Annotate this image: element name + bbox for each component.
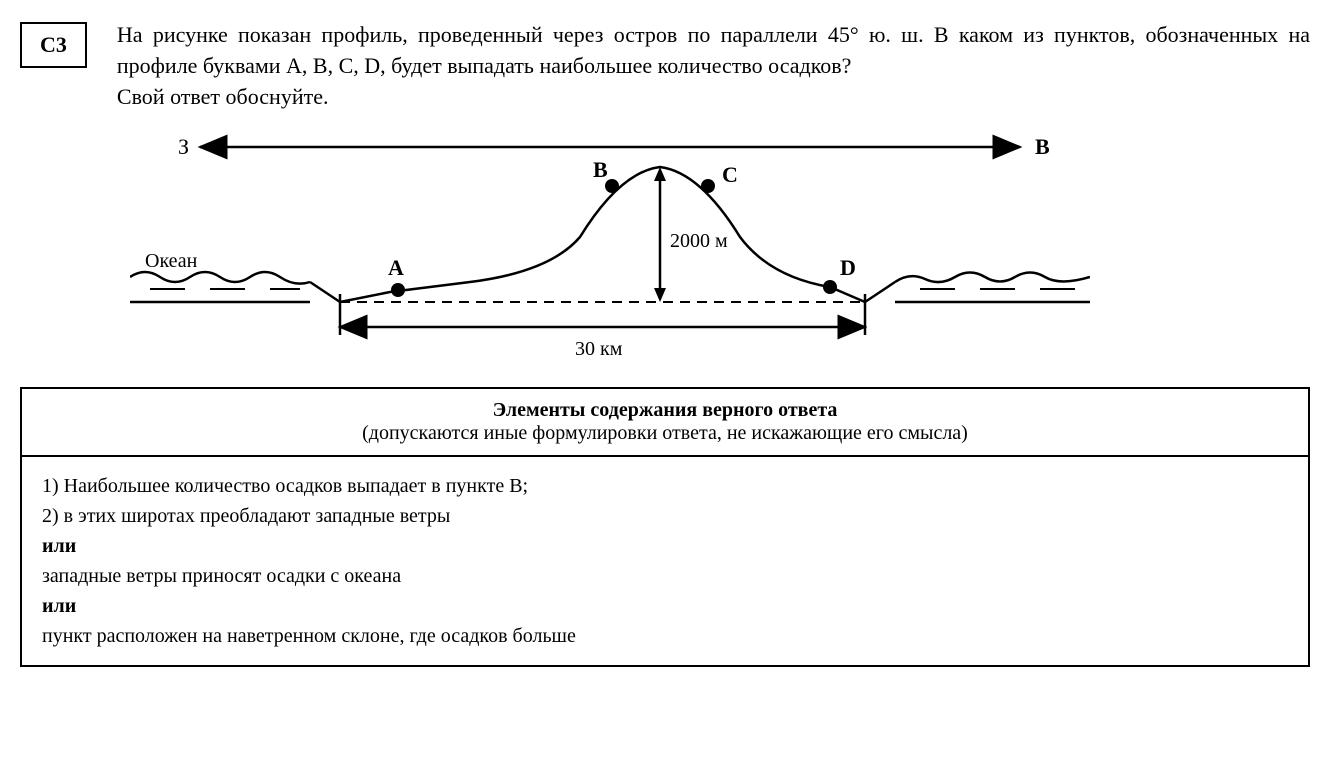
answer-line1: 1) Наибольшее количество осадков выпадае… xyxy=(42,471,1288,501)
width-label: 30 км xyxy=(575,338,623,360)
ocean-label: Океан xyxy=(145,250,198,272)
height-arrow-down xyxy=(654,288,666,302)
point-a-label: A xyxy=(388,255,404,280)
point-c-dot xyxy=(701,179,715,193)
answer-body-cell: 1) Наибольшее количество осадков выпадае… xyxy=(21,456,1309,666)
answer-line2: 2) в этих широтах преобладают западные в… xyxy=(42,501,1288,531)
island-profile xyxy=(340,167,865,302)
question-label-box: С3 xyxy=(20,22,87,68)
question-label: С3 xyxy=(40,32,67,57)
point-b-label: B xyxy=(593,157,608,182)
point-d-dot xyxy=(823,280,837,294)
point-d-label: D xyxy=(840,255,856,280)
direction-right-label: В xyxy=(1035,134,1050,159)
ocean-wave-left xyxy=(130,272,310,284)
direction-left-label: З xyxy=(178,134,189,159)
point-a-dot xyxy=(391,283,405,297)
answer-ili-1: или xyxy=(42,531,1288,561)
shore-right xyxy=(865,282,895,302)
answer-header-sub: (допускаются иные формулировки ответа, н… xyxy=(42,422,1288,445)
question-section: С3 На рисунке показан профиль, проведенн… xyxy=(20,20,1310,112)
shore-left xyxy=(310,282,340,302)
diagram-container: З В Океан xyxy=(130,127,1310,372)
answer-header-title: Элементы содержания верного ответа xyxy=(42,399,1288,422)
height-arrow-up xyxy=(654,167,666,181)
question-text-content: На рисунке показан профиль, проведенный … xyxy=(117,22,1310,109)
answer-header-cell: Элементы содержания верного ответа (допу… xyxy=(21,388,1309,456)
document-container: С3 На рисунке показан профиль, проведенн… xyxy=(20,20,1310,667)
answer-line4: пункт расположен на наветренном склоне, … xyxy=(42,621,1288,651)
point-c-label: C xyxy=(722,162,738,187)
answer-line3: западные ветры приносят осадки с океана xyxy=(42,561,1288,591)
height-label: 2000 м xyxy=(670,230,728,252)
question-text: На рисунке показан профиль, проведенный … xyxy=(117,20,1310,112)
ocean-wave-right xyxy=(895,273,1090,283)
answer-ili-2: или xyxy=(42,591,1288,621)
answer-table: Элементы содержания верного ответа (допу… xyxy=(20,387,1310,667)
profile-diagram: З В Океан xyxy=(130,127,1090,367)
